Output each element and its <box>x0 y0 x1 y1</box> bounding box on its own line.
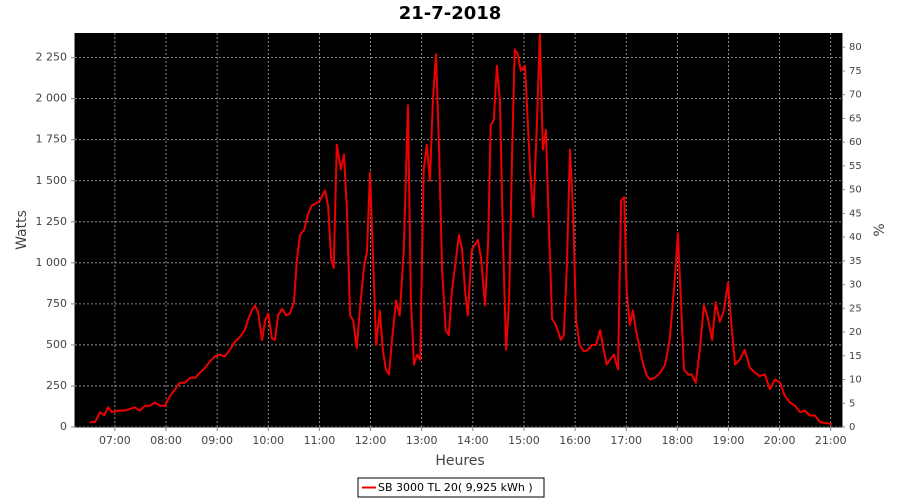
x-tick-label: 16:00 <box>559 434 591 447</box>
x-tick-label: 10:00 <box>252 434 284 447</box>
y2-tick-label: 5 <box>849 398 855 409</box>
legend-box <box>357 477 545 498</box>
y2-tick-label: 0 <box>849 422 855 433</box>
x-tick-label: 14:00 <box>457 434 489 447</box>
y2-tick-label: 50 <box>849 185 862 196</box>
y2-tick-label: 70 <box>849 90 862 101</box>
data-line <box>89 33 832 425</box>
y2-tick-label: 80 <box>849 42 862 53</box>
x-tick-label: 19:00 <box>713 434 745 447</box>
x-tick-label: 08:00 <box>150 434 182 447</box>
plot-area <box>75 33 842 427</box>
y-tick-label: 1 250 <box>36 215 68 228</box>
x-tick-label: 11:00 <box>304 434 336 447</box>
y2-tick-label: 60 <box>849 137 862 148</box>
x-tick-label: 13:00 <box>406 434 438 447</box>
x-tick-label: 07:00 <box>99 434 131 447</box>
y2-tick-label: 15 <box>849 351 862 362</box>
y-tick-label: 2 250 <box>36 51 68 64</box>
y-tick-label: 1 000 <box>36 256 68 269</box>
y2-axis-label: % <box>872 223 888 236</box>
y2-tick-label: 75 <box>849 66 862 77</box>
y2-tick-label: 40 <box>849 232 862 243</box>
y2-tick-label: 65 <box>849 113 862 124</box>
x-tick-label: 17:00 <box>610 434 642 447</box>
y-tick-label: 2 000 <box>36 92 68 105</box>
legend-label: SB 3000 TL 20( 9,925 kWh ) <box>378 481 533 494</box>
y2-tick-label: 25 <box>849 303 862 314</box>
x-tick-label: 20:00 <box>764 434 796 447</box>
x-axis-label: Heures <box>435 453 484 469</box>
y2-tick-label: 35 <box>849 256 862 267</box>
x-tick-label: 12:00 <box>355 434 387 447</box>
y2-tick-label: 20 <box>849 327 862 338</box>
y2-tick-label: 55 <box>849 161 862 172</box>
y2-tick-label: 45 <box>849 208 862 219</box>
x-tick-label: 09:00 <box>201 434 233 447</box>
y-axis-label: Watts <box>14 210 30 250</box>
y-tick-label: 1 500 <box>36 174 68 187</box>
y-tick-label: 1 750 <box>36 133 68 146</box>
x-tick-label: 15:00 <box>508 434 540 447</box>
y2-tick-label: 10 <box>849 375 862 386</box>
y-tick-label: 500 <box>46 338 67 351</box>
chart-title: 21-7-2018 <box>399 3 502 24</box>
y-tick-label: 250 <box>46 379 67 392</box>
y-tick-label: 750 <box>46 297 67 310</box>
y2-tick-label: 30 <box>849 280 862 291</box>
x-tick-label: 21:00 <box>815 434 847 447</box>
y-tick-label: 0 <box>60 420 67 433</box>
x-tick-label: 18:00 <box>661 434 693 447</box>
